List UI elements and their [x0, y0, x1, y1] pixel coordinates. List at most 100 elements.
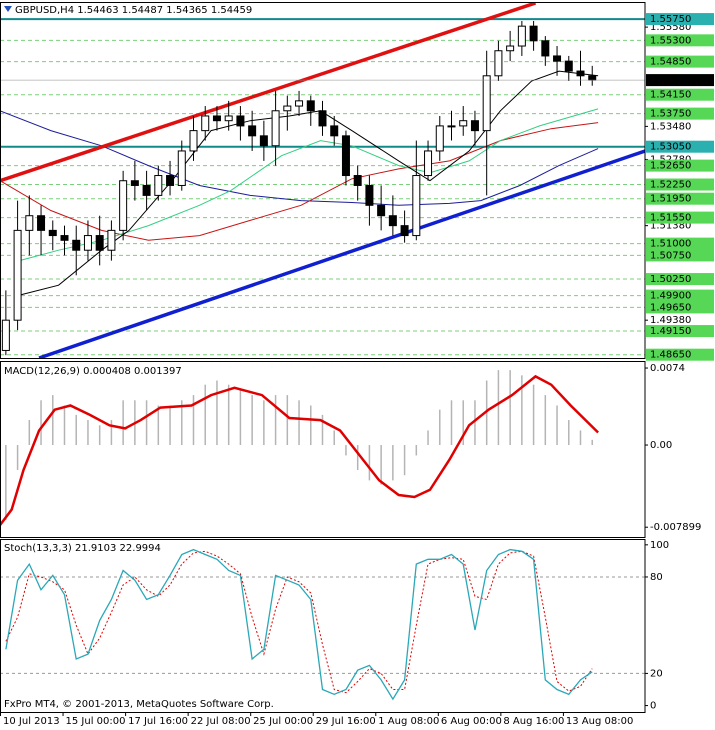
candle-body: [142, 184, 151, 196]
trendline: [38, 149, 645, 358]
level-label: 1.52650: [650, 161, 691, 172]
candle-body: [588, 75, 597, 81]
candle-body: [201, 115, 210, 132]
candle-body: [177, 150, 186, 186]
level-label: 1.51950: [650, 194, 691, 205]
symbol-icon: [4, 6, 12, 12]
panel-frame: [0, 361, 646, 538]
candle-body: [130, 180, 139, 186]
level-label: 1.51550: [650, 213, 691, 224]
candle-body: [482, 75, 491, 132]
level-label: 1.54850: [650, 57, 691, 68]
level-label: 1.49650: [650, 302, 691, 313]
candle-body: [295, 100, 304, 107]
moving-average: [0, 110, 599, 206]
stoch-panel: [0, 548, 645, 701]
level-label-box: [646, 211, 714, 224]
candle-body: [259, 135, 268, 147]
macd-signal: [0, 374, 599, 526]
level-label-box: [646, 289, 714, 302]
candle-body: [447, 125, 456, 128]
level-label: 1.51000: [650, 239, 691, 250]
candle-body: [435, 125, 444, 152]
candle-body: [564, 60, 573, 72]
level-label: 1.53750: [650, 109, 691, 120]
y-tick-label: 1.49380: [650, 315, 691, 326]
chart-title: GBPUSD,H4 1.54463 1.54487 1.54365 1.5445…: [15, 5, 252, 16]
y-tick-label: 20: [650, 668, 663, 679]
candle-body: [1, 319, 10, 351]
price-panel: [0, 3, 645, 358]
level-label-box: [646, 55, 714, 68]
macd-panel: [0, 370, 599, 526]
last-price-label-box: [646, 74, 714, 87]
x-tick-label: 22 Jul 08:00: [191, 716, 251, 727]
candle-body: [248, 125, 257, 137]
candle-body: [107, 229, 116, 251]
panel-frames: [0, 2, 646, 713]
level-label-box: [646, 159, 714, 172]
level-label: 1.52250: [650, 180, 691, 191]
candle-body: [576, 70, 585, 77]
candle-body: [318, 110, 327, 127]
candle-body: [541, 40, 550, 57]
last-price-label: 1.54459: [650, 75, 691, 86]
copyright: FxPro MT4, © 2001-2013, MetaQuotes Softw…: [4, 699, 274, 710]
y-tick-label: 1.51380: [650, 221, 691, 232]
level-label: 1.49900: [650, 291, 691, 302]
level-label-box: [646, 107, 714, 120]
level-label-box: [646, 34, 714, 47]
candle-body: [388, 215, 397, 227]
candle-body: [271, 110, 280, 147]
level-label-box: [646, 237, 714, 250]
panel-frame: [0, 2, 646, 359]
x-tick-label: 10 Jul 2013: [3, 716, 60, 727]
candle-body: [353, 175, 362, 186]
level-label: 1.48650: [650, 350, 691, 361]
y-tick-label: 0.00: [650, 440, 672, 451]
candle-body: [166, 175, 175, 186]
y-tick-label: 80: [650, 572, 663, 583]
x-tick-label: 25 Jul 00:00: [253, 716, 313, 727]
candle-body: [283, 105, 292, 112]
indicator-title: MACD(12,26,9) 0.000408 0.001397: [4, 366, 182, 377]
y-tick-label: -0.007899: [650, 522, 701, 533]
level-label-box: [646, 88, 714, 101]
candle-body: [13, 229, 22, 321]
level-label-box: [646, 178, 714, 191]
x-tick-label: 13 Aug 08:00: [566, 716, 633, 727]
y-tick-label: 1.53480: [650, 121, 691, 132]
candle-body: [470, 120, 479, 132]
candle-body: [83, 235, 92, 251]
candle-body: [37, 215, 46, 231]
stoch-signal: [5, 550, 593, 694]
candle-body: [154, 175, 163, 196]
level-label-box: [646, 273, 714, 286]
candle-body: [119, 180, 128, 231]
candle-body: [553, 55, 562, 62]
key-level-label: 1.53050: [650, 142, 691, 153]
y-tick-label: 0.0074: [650, 363, 685, 374]
candle-body: [365, 184, 374, 206]
stoch-main: [5, 548, 593, 701]
candle-body: [224, 115, 233, 122]
candle-body: [72, 239, 81, 251]
y-tick-label: 0: [650, 701, 656, 712]
level-label: 1.50750: [650, 250, 691, 261]
trendline: [0, 3, 537, 183]
level-label: 1.54150: [650, 90, 691, 101]
x-tick-label: 17 Jul 16:00: [128, 716, 188, 727]
level-label-box: [646, 325, 714, 338]
panel-frame: [0, 539, 646, 713]
candle-body: [236, 115, 245, 127]
x-tick-label: 8 Aug 16:00: [503, 716, 564, 727]
moving-average: [19, 108, 599, 262]
candle-body: [459, 120, 468, 127]
candle-body: [95, 235, 104, 251]
candle-body: [400, 225, 409, 237]
candle-body: [494, 50, 503, 77]
x-tick-label: 29 Jul 16:00: [316, 716, 376, 727]
candle-body: [377, 204, 386, 217]
level-label: 1.49150: [650, 326, 691, 337]
